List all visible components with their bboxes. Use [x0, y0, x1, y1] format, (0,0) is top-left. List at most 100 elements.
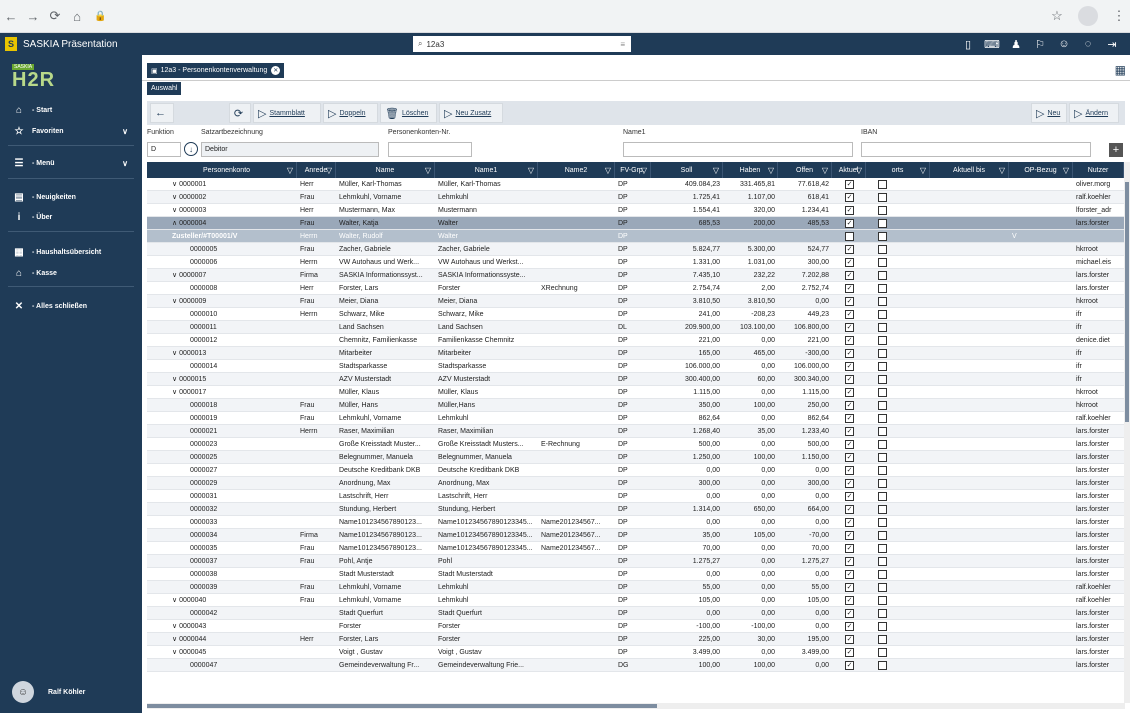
orts-checkbox[interactable]	[878, 232, 887, 241]
column-header[interactable]: Name1 ▽	[435, 162, 538, 178]
table-row[interactable]: ∨ 0000001 Herr Müller, Karl-Thomas Müller, …	[147, 178, 1130, 191]
table-row[interactable]: 0000035 Frau Name101234567890123... Name101…	[147, 542, 1130, 555]
aktuell-checkbox[interactable]: ✓	[845, 570, 854, 579]
column-header[interactable]: Haben ▽	[723, 162, 778, 178]
table-row[interactable]: 0000019 Frau Lehmkuhl, Vorname Lehmkuhl DP 86…	[147, 412, 1130, 425]
table-row[interactable]: 0000025 Belegnummer, Manuela Belegnummer, …	[147, 451, 1130, 464]
funktion-field[interactable]: D	[147, 142, 181, 157]
orts-checkbox[interactable]	[878, 544, 887, 553]
orts-checkbox[interactable]	[878, 479, 887, 488]
orts-checkbox[interactable]	[878, 271, 887, 280]
table-row[interactable]: Zusteller/#T00001/V Herrn Walter, Rudolf Wa…	[147, 230, 1130, 243]
orts-checkbox[interactable]	[878, 505, 887, 514]
filter-icon[interactable]: ▽	[712, 165, 719, 175]
sidebar-item-haushaltsuebersicht[interactable]: ▦ - Haushaltsübersicht	[0, 243, 142, 261]
orts-checkbox[interactable]	[878, 622, 887, 631]
aktuell-checkbox[interactable]: ✓	[845, 609, 854, 618]
table-row[interactable]: ∨ 0000013 Mitarbeiter Mitarbeiter DP 165,00 4…	[147, 347, 1130, 360]
table-row[interactable]: 0000033 Name101234567890123... Name1012345…	[147, 516, 1130, 529]
org-chart-icon[interactable]: ⚐	[1035, 38, 1045, 51]
orts-checkbox[interactable]	[878, 414, 887, 423]
aktuell-checkbox[interactable]: ✓	[845, 453, 854, 462]
personenkonten-nr-field[interactable]	[388, 142, 472, 157]
aktuell-checkbox[interactable]: ✓	[845, 661, 854, 670]
column-header[interactable]: Personenkonto ▽	[157, 162, 297, 178]
aktuell-checkbox[interactable]: ✓	[845, 310, 854, 319]
column-header[interactable]: Nutzer	[1073, 162, 1124, 178]
aktuell-checkbox[interactable]: ✓	[845, 271, 854, 280]
tab-personenkontenverwaltung[interactable]: ▣ 12a3 - Personenkontenverwaltung ✕	[147, 63, 285, 78]
filter-icon[interactable]: ▽	[1062, 165, 1069, 175]
scroll-thumb[interactable]	[147, 704, 657, 708]
filter-icon[interactable]: ▽	[640, 165, 647, 175]
aktuell-checkbox[interactable]: ✓	[845, 414, 854, 423]
aktuell-checkbox[interactable]: ✓	[845, 219, 854, 228]
user-profile[interactable]: ☺ Ralf Köhler	[12, 681, 85, 703]
table-row[interactable]: 0000038 Stadt Musterstadt Stadt Musterstad…	[147, 568, 1130, 581]
orts-checkbox[interactable]	[878, 362, 887, 371]
column-header[interactable]: Anrede ▽	[297, 162, 336, 178]
orts-checkbox[interactable]	[878, 245, 887, 254]
aktuell-checkbox[interactable]: ✓	[845, 206, 854, 215]
vertical-scrollbar[interactable]	[1124, 162, 1130, 703]
table-row[interactable]: 0000014 Stadtsparkasse Stadtsparkasse DP 106…	[147, 360, 1130, 373]
stammblatt-button[interactable]: ▷ Stammblatt	[253, 103, 321, 123]
table-row[interactable]: 0000042 Stadt Querfurt Stadt Querfurt DP 0,0…	[147, 607, 1130, 620]
table-row[interactable]: 0000047 Gemeindeverwaltung Fr... Gemeindev…	[147, 659, 1130, 672]
orts-checkbox[interactable]	[878, 375, 887, 384]
table-row[interactable]: ∨ 0000009 Frau Meier, Diana Meier, Diana DP 3…	[147, 295, 1130, 308]
aktuell-checkbox[interactable]: ✓	[845, 180, 854, 189]
add-filter-button[interactable]: +	[1109, 143, 1123, 157]
aktuell-checkbox[interactable]: ✓	[845, 362, 854, 371]
orts-checkbox[interactable]	[878, 648, 887, 657]
filter-icon[interactable]: ▽	[325, 165, 332, 175]
orts-checkbox[interactable]	[878, 258, 887, 267]
table-row[interactable]: ∨ 0000045 Voigt , Gustav Voigt , Gustav DP 3…	[147, 646, 1130, 659]
aktuell-checkbox[interactable]: ✓	[845, 635, 854, 644]
table-row[interactable]: 0000021 Herrn Raser, Maximilian Raser, Maxi…	[147, 425, 1130, 438]
aktuell-checkbox[interactable]: ✓	[845, 596, 854, 605]
aktuell-checkbox[interactable]: ✓	[845, 583, 854, 592]
table-row[interactable]: ∨ 0000044 Herr Forster, Lars Forster DP 225,0…	[147, 633, 1130, 646]
global-search-input[interactable]: ⌕ 12a3 ≡	[413, 36, 631, 52]
profile-avatar[interactable]	[1078, 6, 1098, 26]
horizontal-scrollbar[interactable]	[147, 703, 1125, 709]
filter-icon[interactable]: ▽	[767, 165, 774, 175]
browser-menu-icon[interactable]: ⋮	[1112, 8, 1126, 23]
iban-field[interactable]	[861, 142, 1091, 157]
sidebar-item-start[interactable]: ⌂ - Start	[0, 101, 142, 119]
column-header[interactable]: FV-Grp. ▽	[615, 162, 651, 178]
column-header[interactable]: Name ▽	[336, 162, 435, 178]
aktuell-checkbox[interactable]: ✓	[845, 648, 854, 657]
aktuell-checkbox[interactable]: ✓	[845, 622, 854, 631]
loeschen-button[interactable]: 🗑 Löschen	[380, 103, 437, 123]
neu-zusatz-button[interactable]: ▷ Neu Zusatz	[439, 103, 503, 123]
filter-icon[interactable]: ▽	[286, 165, 293, 175]
aktuell-checkbox[interactable]: ✓	[845, 258, 854, 267]
aktuell-checkbox[interactable]: ✓	[845, 544, 854, 553]
aktuell-checkbox[interactable]: ✓	[845, 479, 854, 488]
orts-checkbox[interactable]	[878, 323, 887, 332]
orts-checkbox[interactable]	[878, 609, 887, 618]
filter-icon[interactable]: ▽	[424, 165, 431, 175]
filter-icon[interactable]: ▽	[855, 165, 862, 175]
orts-checkbox[interactable]	[878, 401, 887, 410]
table-row[interactable]: ∨ 0000002 Frau Lehmkuhl, Vorname Lehmkuhl DP…	[147, 191, 1130, 204]
aktuell-checkbox[interactable]: ✓	[845, 440, 854, 449]
orts-checkbox[interactable]	[878, 466, 887, 475]
orts-checkbox[interactable]	[878, 661, 887, 670]
back-icon[interactable]: ←	[4, 8, 18, 24]
table-row[interactable]: 0000008 Herr Forster, Lars Forster XRechnung…	[147, 282, 1130, 295]
orts-checkbox[interactable]	[878, 570, 887, 579]
aktuell-checkbox[interactable]: ✓	[845, 193, 854, 202]
dropdown-arrow-icon[interactable]: ↓	[184, 142, 198, 156]
aendern-button[interactable]: ▷ Ändern	[1069, 103, 1119, 123]
chat-icon[interactable]: ◌	[1084, 38, 1092, 50]
orts-checkbox[interactable]	[878, 492, 887, 501]
aktuell-checkbox[interactable]: ✓	[845, 232, 854, 241]
name1-field[interactable]	[623, 142, 853, 157]
aktuell-checkbox[interactable]: ✓	[845, 401, 854, 410]
aktuell-checkbox[interactable]: ✓	[845, 323, 854, 332]
scroll-thumb[interactable]	[1125, 182, 1129, 422]
table-row[interactable]: 0000011 Land Sachsen Land Sachsen DL 209.900…	[147, 321, 1130, 334]
